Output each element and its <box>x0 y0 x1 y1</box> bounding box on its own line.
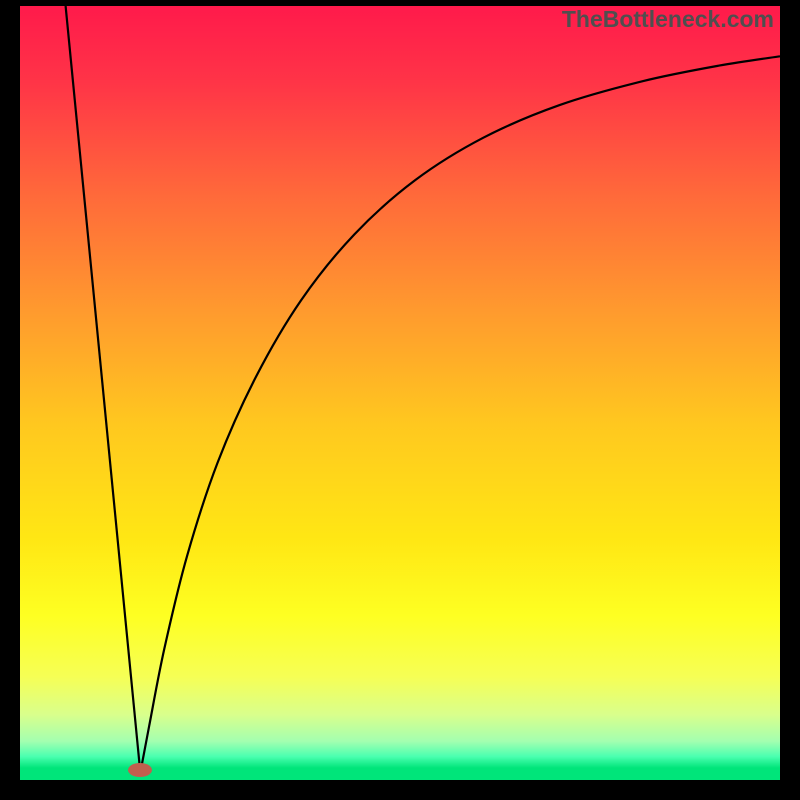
left-curve <box>66 6 140 770</box>
curve-layer <box>20 6 780 780</box>
min-marker <box>128 763 152 777</box>
watermark-text: TheBottleneck.com <box>562 6 774 33</box>
plot-area <box>20 6 780 780</box>
right-curve <box>141 56 780 770</box>
chart-frame <box>20 6 780 780</box>
